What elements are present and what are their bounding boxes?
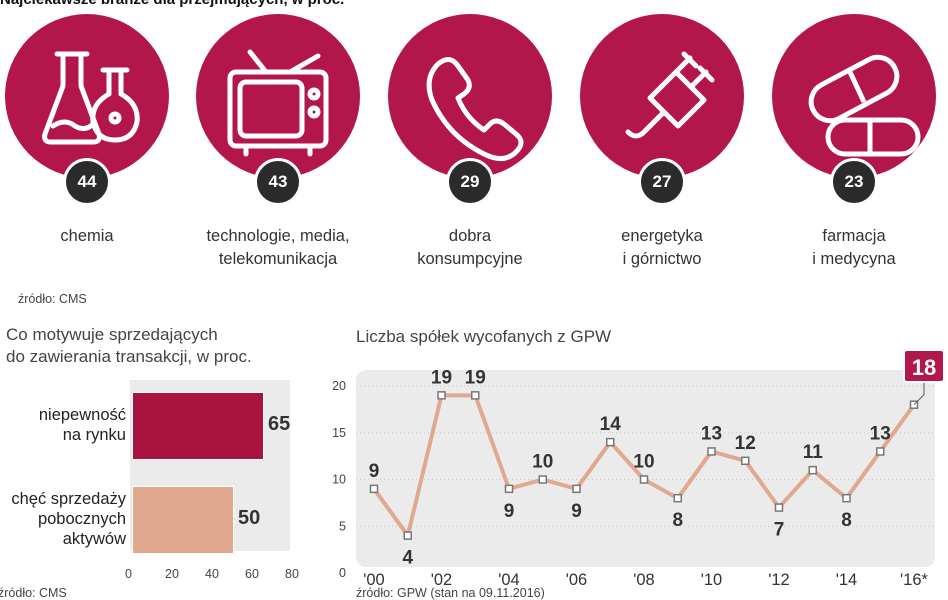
data-point	[606, 437, 615, 447]
line-chart-panel	[356, 370, 935, 567]
industry-circle	[580, 14, 744, 178]
data-point	[774, 503, 784, 512]
data-point	[876, 447, 885, 456]
tv-icon	[227, 49, 329, 157]
industry-label: farmacja i medycyna	[812, 227, 896, 268]
x-tick-label: '12	[768, 571, 790, 589]
flask-icon	[42, 51, 140, 145]
industry-circle	[5, 14, 169, 178]
industry-value-badge: 43	[254, 158, 302, 206]
data-label: 18	[912, 355, 936, 380]
x-tick-label: '10	[701, 571, 723, 589]
data-point	[673, 493, 682, 503]
line-chart-source: źródło: GPW (stan na 09.11.2016)	[356, 586, 545, 600]
phone-icon	[426, 57, 524, 161]
data-label: 9	[571, 501, 582, 522]
line-chart-title: Liczba spółek wycofanych z GPW	[356, 327, 612, 346]
industry-label: dobra konsumpcyjne	[417, 227, 523, 268]
industry-circle	[772, 14, 936, 178]
x-tick-label: 40	[205, 567, 219, 581]
data-point	[639, 475, 649, 484]
bar-category-label: chęć sprzedaży pobocznych aktywów	[11, 490, 126, 548]
industry-circle	[196, 14, 360, 178]
x-tick-label: '16*	[900, 571, 929, 589]
data-point	[572, 484, 581, 494]
x-tick-label: '06	[566, 571, 588, 589]
data-point	[842, 493, 851, 503]
industry-value-badge: 27	[638, 158, 686, 206]
bar	[132, 486, 234, 554]
industry-value-badge: 44	[63, 158, 111, 206]
y-tick-label: 10	[332, 473, 346, 487]
industry-label: technologie, media, telekomunikacja	[206, 227, 350, 268]
bar	[132, 392, 264, 460]
page-title: Najciekawsze branże dla przejmujących, w…	[0, 0, 344, 8]
data-label: 10	[633, 452, 654, 473]
data-label: 12	[735, 433, 756, 454]
source-note: źródło: CMS	[18, 292, 87, 306]
data-label: 13	[701, 423, 722, 444]
data-label: 7	[774, 520, 785, 541]
data-point	[403, 531, 412, 540]
data-point	[808, 465, 817, 475]
data-point	[369, 484, 379, 494]
data-point	[707, 447, 716, 456]
data-label: 9	[369, 461, 380, 482]
data-label: 19	[465, 367, 486, 388]
x-tick-label: 60	[245, 567, 259, 581]
y-tick-label: 5	[339, 519, 346, 533]
data-point	[538, 475, 547, 484]
y-tick-label: 20	[332, 379, 346, 393]
data-label: 13	[870, 423, 891, 444]
data-point	[437, 391, 446, 400]
data-point	[471, 391, 480, 400]
industry-value-badge: 23	[830, 158, 878, 206]
x-tick-label: '00	[363, 571, 385, 589]
x-tick-label: 0	[125, 567, 132, 581]
x-tick-label: '08	[633, 571, 655, 589]
y-tick-label: 0	[339, 566, 346, 580]
data-label: 8	[841, 510, 852, 531]
industry-circle	[388, 14, 552, 178]
pill-icon	[808, 54, 921, 157]
x-tick-label: '02	[431, 571, 453, 589]
x-tick-label: '04	[498, 571, 520, 589]
callout-badge	[903, 349, 945, 383]
bar-value-label: 65	[268, 413, 291, 435]
x-tick-label: 20	[165, 567, 179, 581]
data-label: 8	[672, 510, 683, 531]
bar-chart-title: Co motywuje sprzedających do zawierania …	[6, 325, 252, 366]
data-point	[741, 456, 750, 466]
data-point	[504, 484, 514, 494]
y-tick-label: 15	[332, 426, 346, 440]
bar-value-label: 50	[238, 507, 261, 529]
data-label: 11	[803, 442, 824, 463]
industry-value-badge: 29	[446, 158, 494, 206]
data-label: 4	[402, 548, 413, 569]
data-label: 14	[600, 414, 622, 435]
data-label: 19	[431, 367, 452, 388]
plug-icon	[625, 51, 715, 139]
bar-category-label: niepewność na rynku	[38, 406, 126, 444]
industry-label: chemia	[60, 227, 114, 245]
industry-label: energetyka i górnictwo	[621, 227, 703, 268]
data-label: 9	[504, 501, 515, 522]
x-tick-label: '14	[836, 571, 858, 589]
x-tick-label: 80	[285, 567, 299, 581]
callout-leader	[913, 382, 925, 406]
data-label: 10	[532, 452, 553, 473]
